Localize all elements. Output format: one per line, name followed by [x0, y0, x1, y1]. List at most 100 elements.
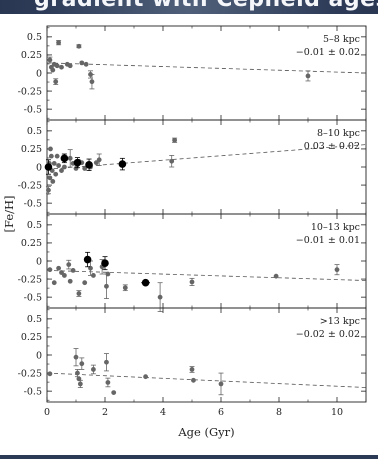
data-point [104, 283, 109, 289]
panel-frame [46, 307, 367, 403]
panel-radius-label: >13 kpc [320, 316, 360, 327]
data-point [67, 155, 73, 161]
y-tick-label: -0.5 [24, 104, 42, 115]
data-point [56, 265, 61, 271]
y-tick-label: -0.25 [18, 180, 42, 191]
data-point [111, 390, 117, 395]
y-axis-title: [Fe/H] [2, 195, 16, 232]
data-point [91, 273, 96, 278]
data-point [59, 64, 64, 70]
y-tick-label: 0.5 [27, 220, 42, 231]
data-point [189, 367, 195, 372]
x-tick-label: 8 [276, 407, 282, 418]
x-axis-title: Age (Gyr) [177, 425, 234, 439]
panel-13-kpc: 0.5 0.25 0 -0.25 -0.5 >13 kpc −0.02 ± 0.02 [18, 307, 367, 403]
data-point [48, 153, 54, 159]
data-point [191, 377, 196, 383]
data-point [79, 60, 85, 66]
y-tick-label: -0.5 [24, 198, 42, 209]
slide-title-strip: gradient with Cepheid ages [0, 0, 378, 14]
data-point [50, 179, 56, 184]
fit-line [46, 372, 367, 388]
data-point [66, 262, 72, 268]
data-point [51, 160, 57, 166]
highlight-data-point [83, 255, 92, 264]
panel-10-13-kpc: 0.5 0.25 0 -0.25 -0.5 10–13 kpc −0.01 ± 0.01 [18, 213, 367, 313]
data-point [76, 43, 82, 49]
slide-title: gradient with Cepheid ages [34, 0, 378, 12]
y-tick-label: -0.25 [18, 86, 42, 97]
y-tick-label: 0.25 [21, 238, 42, 249]
data-point [77, 381, 83, 387]
data-point [47, 57, 53, 63]
panel-slope-label: −0.02 ± 0.02 [296, 329, 360, 340]
data-point [218, 381, 224, 387]
data-point [54, 63, 60, 69]
data-point [62, 273, 67, 278]
y-tick-label: 0.5 [27, 32, 42, 43]
y-tick-label: -0.5 [24, 386, 42, 397]
data-point [48, 146, 53, 152]
highlight-data-point [118, 160, 127, 168]
highlight-data-point [73, 158, 82, 167]
data-point [76, 291, 82, 296]
data-point [83, 61, 89, 67]
data-point [334, 267, 340, 273]
y-tick-label: 0 [36, 68, 42, 79]
data-point [53, 171, 59, 177]
highlight-data-point [44, 163, 53, 171]
data-point [82, 280, 88, 286]
figure: 0.5 0.25 0 -0.25 -0.5 5–8 kpc −0.01 ± 0.02 0.5 0… [0, 14, 378, 455]
data-point [89, 79, 95, 85]
data-point [75, 370, 80, 376]
y-tick-label: 0 [36, 162, 42, 173]
data-point [70, 268, 76, 273]
data-point [67, 278, 73, 284]
fit-line [46, 144, 367, 170]
data-point [56, 163, 61, 168]
y-tick-label: 0.5 [27, 126, 42, 137]
data-point [50, 67, 56, 73]
highlight-data-point [60, 154, 69, 163]
data-point [47, 371, 53, 377]
data-point [96, 157, 102, 163]
data-point [82, 166, 88, 171]
data-point [143, 374, 149, 380]
y-tick-label: 0 [36, 350, 42, 361]
y-tick-label: 0.25 [21, 144, 42, 155]
x-tick-label: 6 [218, 407, 224, 418]
data-point [273, 273, 279, 279]
data-point [47, 175, 53, 181]
data-point [73, 354, 79, 360]
panel-slope-label: 0.03 ± 0.02 [304, 141, 360, 152]
data-point [54, 153, 60, 159]
panel-8-10-kpc: 0.5 0.25 0 -0.25 -0.5 8–10 kpc 0.03 ± 0.02 [18, 119, 367, 215]
data-point [91, 367, 96, 372]
data-point [122, 285, 128, 291]
panel-radius-label: 10–13 kpc [311, 222, 360, 233]
x-tick-label: 0 [44, 407, 50, 418]
panel-5-8-kpc: 0.5 0.25 0 -0.25 -0.5 5–8 kpc −0.01 ± 0.02 [18, 25, 367, 121]
data-point [105, 271, 111, 277]
data-point [67, 63, 73, 69]
y-tick-label: 0 [36, 256, 42, 267]
highlight-data-point [85, 161, 93, 169]
panel-slope-label: −0.01 ± 0.01 [296, 235, 360, 246]
y-tick-label: 0.5 [27, 314, 42, 325]
highlight-data-point [101, 259, 109, 267]
data-point [169, 158, 175, 164]
y-tick-label: -0.5 [24, 292, 42, 303]
data-point [47, 267, 53, 273]
x-tick-label: 4 [160, 407, 166, 418]
fit-line [46, 62, 367, 74]
data-point [105, 380, 111, 385]
panel-frame [46, 25, 367, 121]
data-point [305, 73, 311, 79]
y-tick-label: 0.25 [21, 332, 42, 343]
x-tick-label: 2 [102, 407, 108, 418]
panel-radius-label: 8–10 kpc [317, 128, 360, 139]
highlight-data-point [141, 278, 150, 287]
data-point [62, 164, 67, 170]
y-tick-label: 0.25 [21, 50, 42, 61]
data-point [189, 279, 195, 285]
